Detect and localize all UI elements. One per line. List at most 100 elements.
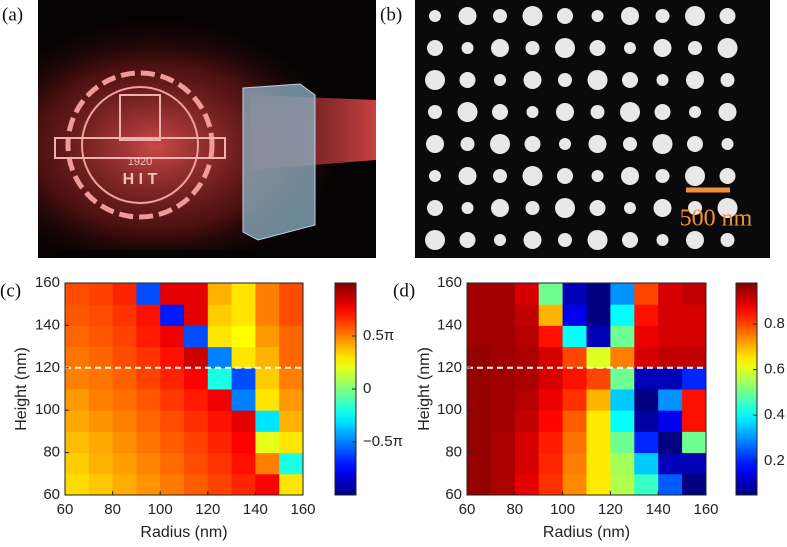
x-tick-label: 140 — [243, 501, 268, 518]
heat-cell — [586, 431, 611, 454]
heat-cell — [682, 473, 707, 496]
heat-cell — [514, 283, 540, 305]
heat-cell — [184, 283, 209, 305]
heat-cell — [682, 283, 707, 305]
heat-cell — [279, 452, 304, 475]
heat-cell — [586, 473, 611, 496]
heat-cell — [610, 304, 635, 326]
logo-tower — [119, 94, 161, 141]
heat-cell — [634, 452, 659, 475]
heat-cell — [207, 410, 233, 432]
heat-cell — [136, 367, 161, 390]
heat-cell — [184, 325, 209, 348]
heat-cell — [184, 473, 209, 496]
heat-cell — [610, 346, 635, 369]
nanodisk — [491, 39, 509, 57]
heat-cell — [160, 346, 185, 369]
x-tick-label: 160 — [290, 501, 315, 518]
plot-frame — [64, 282, 304, 496]
nanodisk — [490, 134, 510, 154]
heat-cell — [658, 410, 683, 432]
x-tick-label: 120 — [598, 501, 623, 518]
nanodisk — [494, 234, 506, 246]
nanodisk — [425, 230, 445, 250]
heat-cell — [207, 367, 233, 390]
heat-cell — [538, 410, 564, 432]
nanodisk — [623, 137, 637, 151]
heat-cell — [231, 410, 256, 432]
heat-cell — [88, 346, 114, 369]
heat-cell — [658, 452, 683, 475]
x-tick-label: 80 — [506, 501, 523, 518]
heat-cell — [490, 410, 516, 432]
heat-cell — [586, 325, 611, 348]
nanodisk — [720, 73, 735, 87]
nanodisk — [589, 200, 606, 216]
heat-cell — [184, 389, 209, 411]
heat-cell — [562, 410, 587, 432]
nanodisk — [522, 6, 543, 26]
heat-cell — [634, 367, 659, 390]
heat-cell — [255, 431, 280, 454]
x-tick-label: 80 — [104, 501, 121, 518]
heat-cell — [634, 431, 659, 454]
heat-cell — [562, 389, 587, 411]
heat-cell — [538, 452, 564, 475]
nanodisk — [523, 231, 542, 249]
nanodisk — [719, 8, 736, 24]
heat-cell — [658, 304, 683, 326]
heat-cell — [184, 304, 209, 326]
panel-label: (b) — [380, 4, 402, 25]
heat-cell — [634, 304, 659, 326]
heat-cell — [658, 367, 683, 390]
heat-cell — [160, 410, 185, 432]
heat-cell — [88, 304, 114, 326]
heat-cell — [160, 452, 185, 475]
heat-cell — [658, 431, 683, 454]
y-tick-label: 120 — [437, 359, 462, 376]
heat-cell — [88, 367, 114, 390]
nanodisk — [425, 70, 445, 90]
heat-cell — [279, 304, 304, 326]
heat-cell — [490, 283, 516, 305]
heat-cell — [490, 431, 516, 454]
heat-cell — [514, 452, 540, 475]
nanodisk — [688, 201, 702, 215]
heat-cell — [65, 325, 90, 348]
nanodisk — [459, 232, 476, 248]
heat-cell — [467, 410, 492, 432]
heat-cell — [538, 473, 564, 496]
heat-cell — [65, 431, 90, 454]
nanodisk — [718, 103, 737, 121]
heat-cell — [586, 410, 611, 432]
heat-cell — [88, 473, 114, 496]
heat-cell — [586, 283, 611, 305]
heat-cell — [467, 304, 492, 326]
y-tick-label: 60 — [445, 486, 462, 503]
heat-cell — [514, 389, 540, 411]
heat-cell — [112, 473, 137, 496]
heat-cell — [490, 473, 516, 496]
nanodisk — [589, 40, 606, 56]
heat-cell — [562, 283, 587, 305]
nanodisk — [621, 167, 639, 185]
x-tick-label: 60 — [459, 501, 476, 518]
heat-cell — [207, 389, 233, 411]
y-tick-label: 80 — [43, 444, 60, 461]
colorbar-tick-label: 0.6 — [764, 361, 785, 378]
colorbar-tick-label: 0.8 — [764, 315, 785, 332]
heat-cell — [65, 367, 90, 390]
heat-cell — [112, 431, 137, 454]
heat-cell — [255, 283, 280, 305]
heat-cell — [490, 367, 516, 390]
heat-cell — [65, 304, 90, 326]
heat-cell — [231, 283, 256, 305]
heat-cell — [467, 367, 492, 390]
heat-cell — [88, 389, 114, 411]
x-tick-label: 60 — [57, 501, 74, 518]
heat-cell — [682, 452, 707, 475]
metasurface — [242, 83, 316, 241]
heat-cell — [514, 473, 540, 496]
x-tick-label: 120 — [195, 501, 220, 518]
nanodisk — [591, 170, 604, 182]
